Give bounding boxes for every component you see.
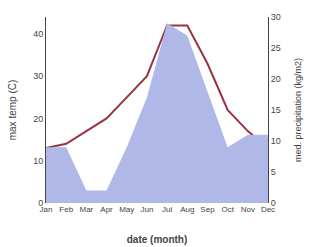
svg-text:Jul: Jul [162, 205, 172, 214]
svg-text:40: 40 [33, 29, 43, 39]
svg-text:Apr: Apr [100, 205, 113, 214]
svg-text:Jan: Jan [40, 205, 53, 214]
svg-text:20: 20 [33, 114, 43, 124]
svg-text:date (month): date (month) [127, 234, 188, 245]
svg-text:30: 30 [33, 71, 43, 81]
svg-text:0: 0 [271, 198, 276, 208]
svg-text:max temp (C): max temp (C) [7, 80, 18, 141]
svg-text:May: May [119, 205, 134, 214]
svg-text:5: 5 [271, 167, 276, 177]
svg-text:10: 10 [271, 136, 281, 146]
svg-text:Aug: Aug [180, 205, 194, 214]
svg-text:25: 25 [271, 43, 281, 53]
svg-text:10: 10 [33, 156, 43, 166]
svg-text:med. precipitation (kg/m2): med. precipitation (kg/m2) [293, 58, 303, 162]
svg-text:Mar: Mar [79, 205, 93, 214]
svg-text:Nov: Nov [241, 205, 255, 214]
svg-text:30: 30 [271, 12, 281, 22]
svg-text:Sep: Sep [200, 205, 215, 214]
svg-text:20: 20 [271, 74, 281, 84]
svg-text:Dec: Dec [261, 205, 275, 214]
svg-text:Oct: Oct [221, 205, 234, 214]
svg-text:15: 15 [271, 105, 281, 115]
svg-text:Jun: Jun [140, 205, 153, 214]
svg-text:0: 0 [38, 198, 43, 208]
svg-text:Feb: Feb [59, 205, 73, 214]
